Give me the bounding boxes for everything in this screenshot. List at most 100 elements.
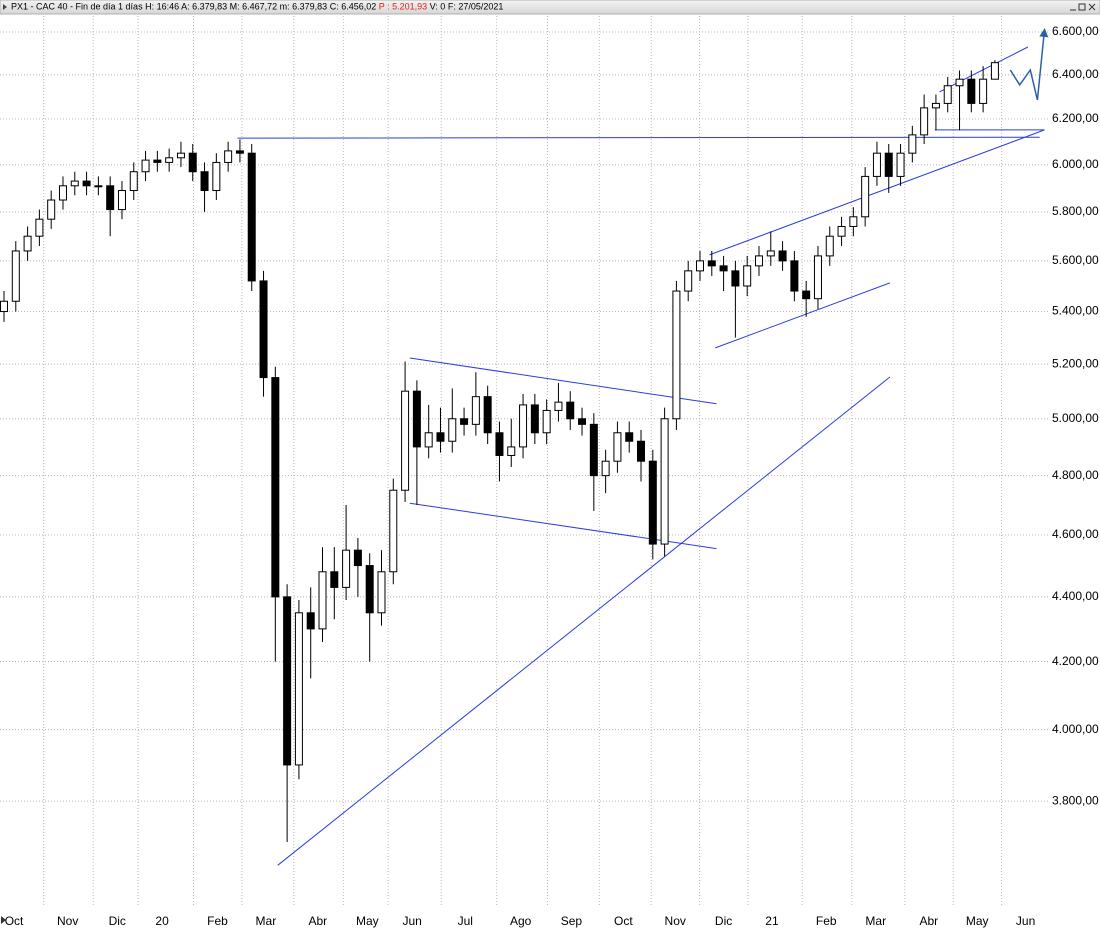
window-controls[interactable] bbox=[1070, 3, 1096, 11]
x-tick-label: Nov bbox=[57, 914, 78, 928]
candle-body bbox=[613, 432, 622, 462]
header-info: PX1 - CAC 40 - Fin de día 1 días H: 16:4… bbox=[11, 2, 376, 12]
candle-body bbox=[778, 250, 787, 262]
candle-body bbox=[330, 571, 339, 588]
candle-body bbox=[23, 235, 32, 252]
x-tick-label: Mar bbox=[256, 914, 277, 928]
y-tick-label: 4.600,00 bbox=[1052, 527, 1099, 541]
x-tick-label: Oct bbox=[5, 914, 24, 928]
candle-body bbox=[153, 159, 162, 163]
y-tick-label: 4.400,00 bbox=[1052, 589, 1099, 603]
candle-body bbox=[448, 418, 457, 442]
y-tick-label: 6.200,00 bbox=[1052, 111, 1099, 125]
candle-body bbox=[707, 260, 716, 267]
candle-body bbox=[389, 489, 398, 573]
candle-body bbox=[684, 270, 693, 292]
y-tick-label: 6.000,00 bbox=[1052, 157, 1099, 171]
x-tick-label: Feb bbox=[816, 914, 837, 928]
candle-body bbox=[766, 250, 775, 257]
x-tick-label: Sep bbox=[561, 914, 583, 928]
candle-body bbox=[672, 290, 681, 420]
header-bar: PX1 - CAC 40 - Fin de día 1 días H: 16:4… bbox=[0, 0, 1100, 15]
candle-body bbox=[82, 180, 91, 187]
trendline bbox=[409, 357, 717, 405]
y-tick-label: 5.200,00 bbox=[1052, 356, 1099, 370]
candle-body bbox=[625, 432, 634, 442]
scroll-icon[interactable] bbox=[1, 916, 6, 924]
y-tick-label: 6.400,00 bbox=[1052, 67, 1099, 81]
trendline bbox=[709, 129, 1045, 256]
candle-body bbox=[283, 596, 292, 766]
candle-body bbox=[943, 85, 952, 104]
y-tick-label: 5.800,00 bbox=[1052, 204, 1099, 218]
candle-body bbox=[589, 423, 598, 477]
y-tick-label: 4.800,00 bbox=[1052, 468, 1099, 482]
y-tick-label: 5.000,00 bbox=[1052, 411, 1099, 425]
candle-body bbox=[802, 290, 811, 300]
y-tick-label: 6.600,00 bbox=[1052, 24, 1099, 38]
y-tick-label: 5.400,00 bbox=[1052, 304, 1099, 318]
candle-body bbox=[566, 401, 575, 420]
x-tick-label: Jun bbox=[402, 914, 421, 928]
candle-body bbox=[931, 102, 940, 109]
candle-body bbox=[849, 216, 858, 227]
x-tick-label: Nov bbox=[665, 914, 686, 928]
candle-body bbox=[483, 396, 492, 434]
candle-body bbox=[507, 446, 516, 456]
candle-body bbox=[259, 280, 268, 379]
x-tick-label: 21 bbox=[765, 914, 779, 928]
trendline bbox=[939, 46, 1029, 93]
candle-body bbox=[70, 180, 79, 187]
x-tick-label: Dic bbox=[109, 914, 126, 928]
candle-body bbox=[106, 185, 115, 211]
y-tick-label: 4.200,00 bbox=[1052, 654, 1099, 668]
candle-body bbox=[554, 401, 563, 411]
trendline bbox=[715, 282, 891, 349]
candle-body bbox=[165, 157, 174, 163]
candle-body bbox=[235, 150, 244, 154]
candle-body bbox=[719, 265, 728, 272]
y-tick-label: 3.800,00 bbox=[1052, 793, 1099, 807]
candle-body bbox=[35, 218, 44, 237]
candle-body bbox=[896, 152, 905, 177]
candle-body bbox=[601, 460, 610, 477]
maximize-button[interactable] bbox=[1078, 3, 1086, 11]
candle-body bbox=[176, 152, 185, 159]
candle-body bbox=[353, 549, 362, 567]
candle-body bbox=[825, 235, 834, 257]
x-tick-label: Oct bbox=[614, 914, 633, 928]
candle-body bbox=[436, 432, 445, 442]
y-tick-label: 4.000,00 bbox=[1052, 722, 1099, 736]
trendline bbox=[409, 502, 717, 550]
close-button[interactable] bbox=[1088, 3, 1096, 11]
candle-body bbox=[318, 571, 327, 630]
candle-body bbox=[0, 300, 8, 313]
candle-body bbox=[247, 152, 256, 282]
candle-body bbox=[979, 78, 988, 104]
candle-body bbox=[200, 171, 209, 192]
candle-body bbox=[743, 265, 752, 287]
candle-body bbox=[872, 152, 881, 177]
candle-body bbox=[908, 134, 917, 154]
candle-body bbox=[412, 390, 421, 448]
candle-body bbox=[542, 409, 551, 434]
forecast-arrow bbox=[1009, 28, 1049, 101]
candle-body bbox=[94, 185, 103, 188]
candle-body bbox=[990, 62, 999, 80]
candle-body bbox=[47, 199, 56, 220]
trendlines bbox=[237, 28, 1049, 866]
x-tick-label: May bbox=[356, 914, 379, 928]
candle-body bbox=[884, 152, 893, 177]
x-tick-label: Ago bbox=[510, 914, 532, 928]
candle-body bbox=[967, 78, 976, 104]
candle-body bbox=[837, 225, 846, 237]
x-tick-label: Jul bbox=[458, 914, 473, 928]
candle-body bbox=[141, 159, 150, 173]
axes: 3.800,00 4.000,00 4.200,00 4.400,00 4.600,00… bbox=[5, 24, 1099, 928]
candle-body bbox=[460, 418, 469, 425]
candle-body bbox=[920, 107, 929, 136]
x-tick-label: Abr bbox=[920, 914, 939, 928]
candle-body bbox=[790, 260, 799, 292]
candle-body bbox=[306, 612, 315, 630]
